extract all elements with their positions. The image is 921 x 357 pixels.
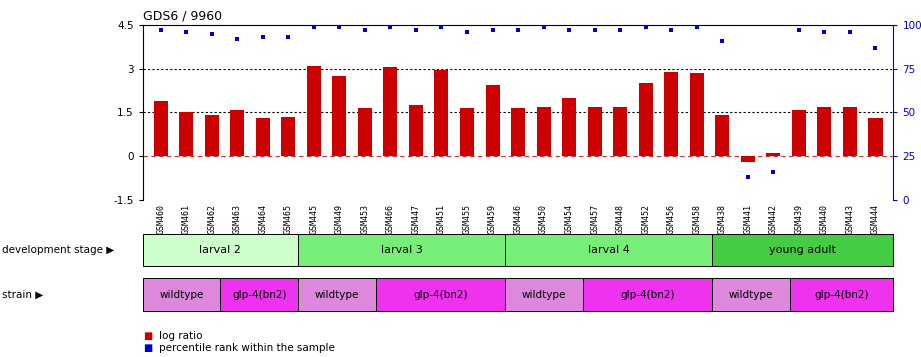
Text: larval 3: larval 3: [380, 245, 423, 255]
Bar: [843, 107, 857, 156]
Bar: [638, 83, 653, 156]
Text: strain ▶: strain ▶: [2, 290, 43, 300]
Bar: [143, 234, 298, 266]
Bar: [383, 67, 398, 156]
Bar: [281, 117, 296, 156]
Bar: [220, 278, 298, 311]
Text: ■: ■: [143, 343, 152, 353]
Bar: [537, 107, 551, 156]
Bar: [869, 118, 882, 156]
Bar: [583, 278, 712, 311]
Text: young adult: young adult: [769, 245, 836, 255]
Text: wildtype: wildtype: [522, 290, 566, 300]
Bar: [716, 115, 729, 156]
Text: glp-4(bn2): glp-4(bn2): [414, 290, 468, 300]
Text: larval 2: larval 2: [200, 245, 241, 255]
Bar: [332, 76, 346, 156]
Bar: [298, 278, 376, 311]
Text: glp-4(bn2): glp-4(bn2): [814, 290, 869, 300]
Bar: [588, 107, 601, 156]
Text: wildtype: wildtype: [315, 290, 359, 300]
Bar: [204, 115, 218, 156]
Text: wildtype: wildtype: [729, 290, 774, 300]
Bar: [376, 278, 505, 311]
Bar: [409, 105, 423, 156]
Bar: [143, 278, 220, 311]
Bar: [712, 278, 790, 311]
Text: glp-4(bn2): glp-4(bn2): [620, 290, 675, 300]
Bar: [790, 278, 893, 311]
Bar: [712, 234, 893, 266]
Bar: [505, 278, 583, 311]
Bar: [460, 108, 474, 156]
Text: percentile rank within the sample: percentile rank within the sample: [159, 343, 335, 353]
Bar: [740, 156, 755, 162]
Text: ■: ■: [143, 331, 152, 341]
Bar: [154, 101, 168, 156]
Bar: [613, 107, 627, 156]
Bar: [180, 112, 193, 156]
Text: log ratio: log ratio: [159, 331, 203, 341]
Bar: [511, 108, 525, 156]
Bar: [818, 107, 832, 156]
Text: glp-4(bn2): glp-4(bn2): [232, 290, 286, 300]
Text: wildtype: wildtype: [159, 290, 204, 300]
Bar: [690, 73, 704, 156]
Bar: [435, 70, 449, 156]
Bar: [505, 234, 712, 266]
Bar: [562, 98, 577, 156]
Bar: [230, 110, 244, 156]
Text: GDS6 / 9960: GDS6 / 9960: [143, 9, 222, 22]
Bar: [307, 66, 321, 156]
Text: development stage ▶: development stage ▶: [2, 245, 114, 255]
Bar: [766, 153, 780, 156]
Text: larval 4: larval 4: [588, 245, 630, 255]
Bar: [298, 234, 505, 266]
Bar: [485, 85, 499, 156]
Bar: [664, 72, 678, 156]
Bar: [256, 118, 270, 156]
Bar: [358, 108, 372, 156]
Bar: [792, 110, 806, 156]
